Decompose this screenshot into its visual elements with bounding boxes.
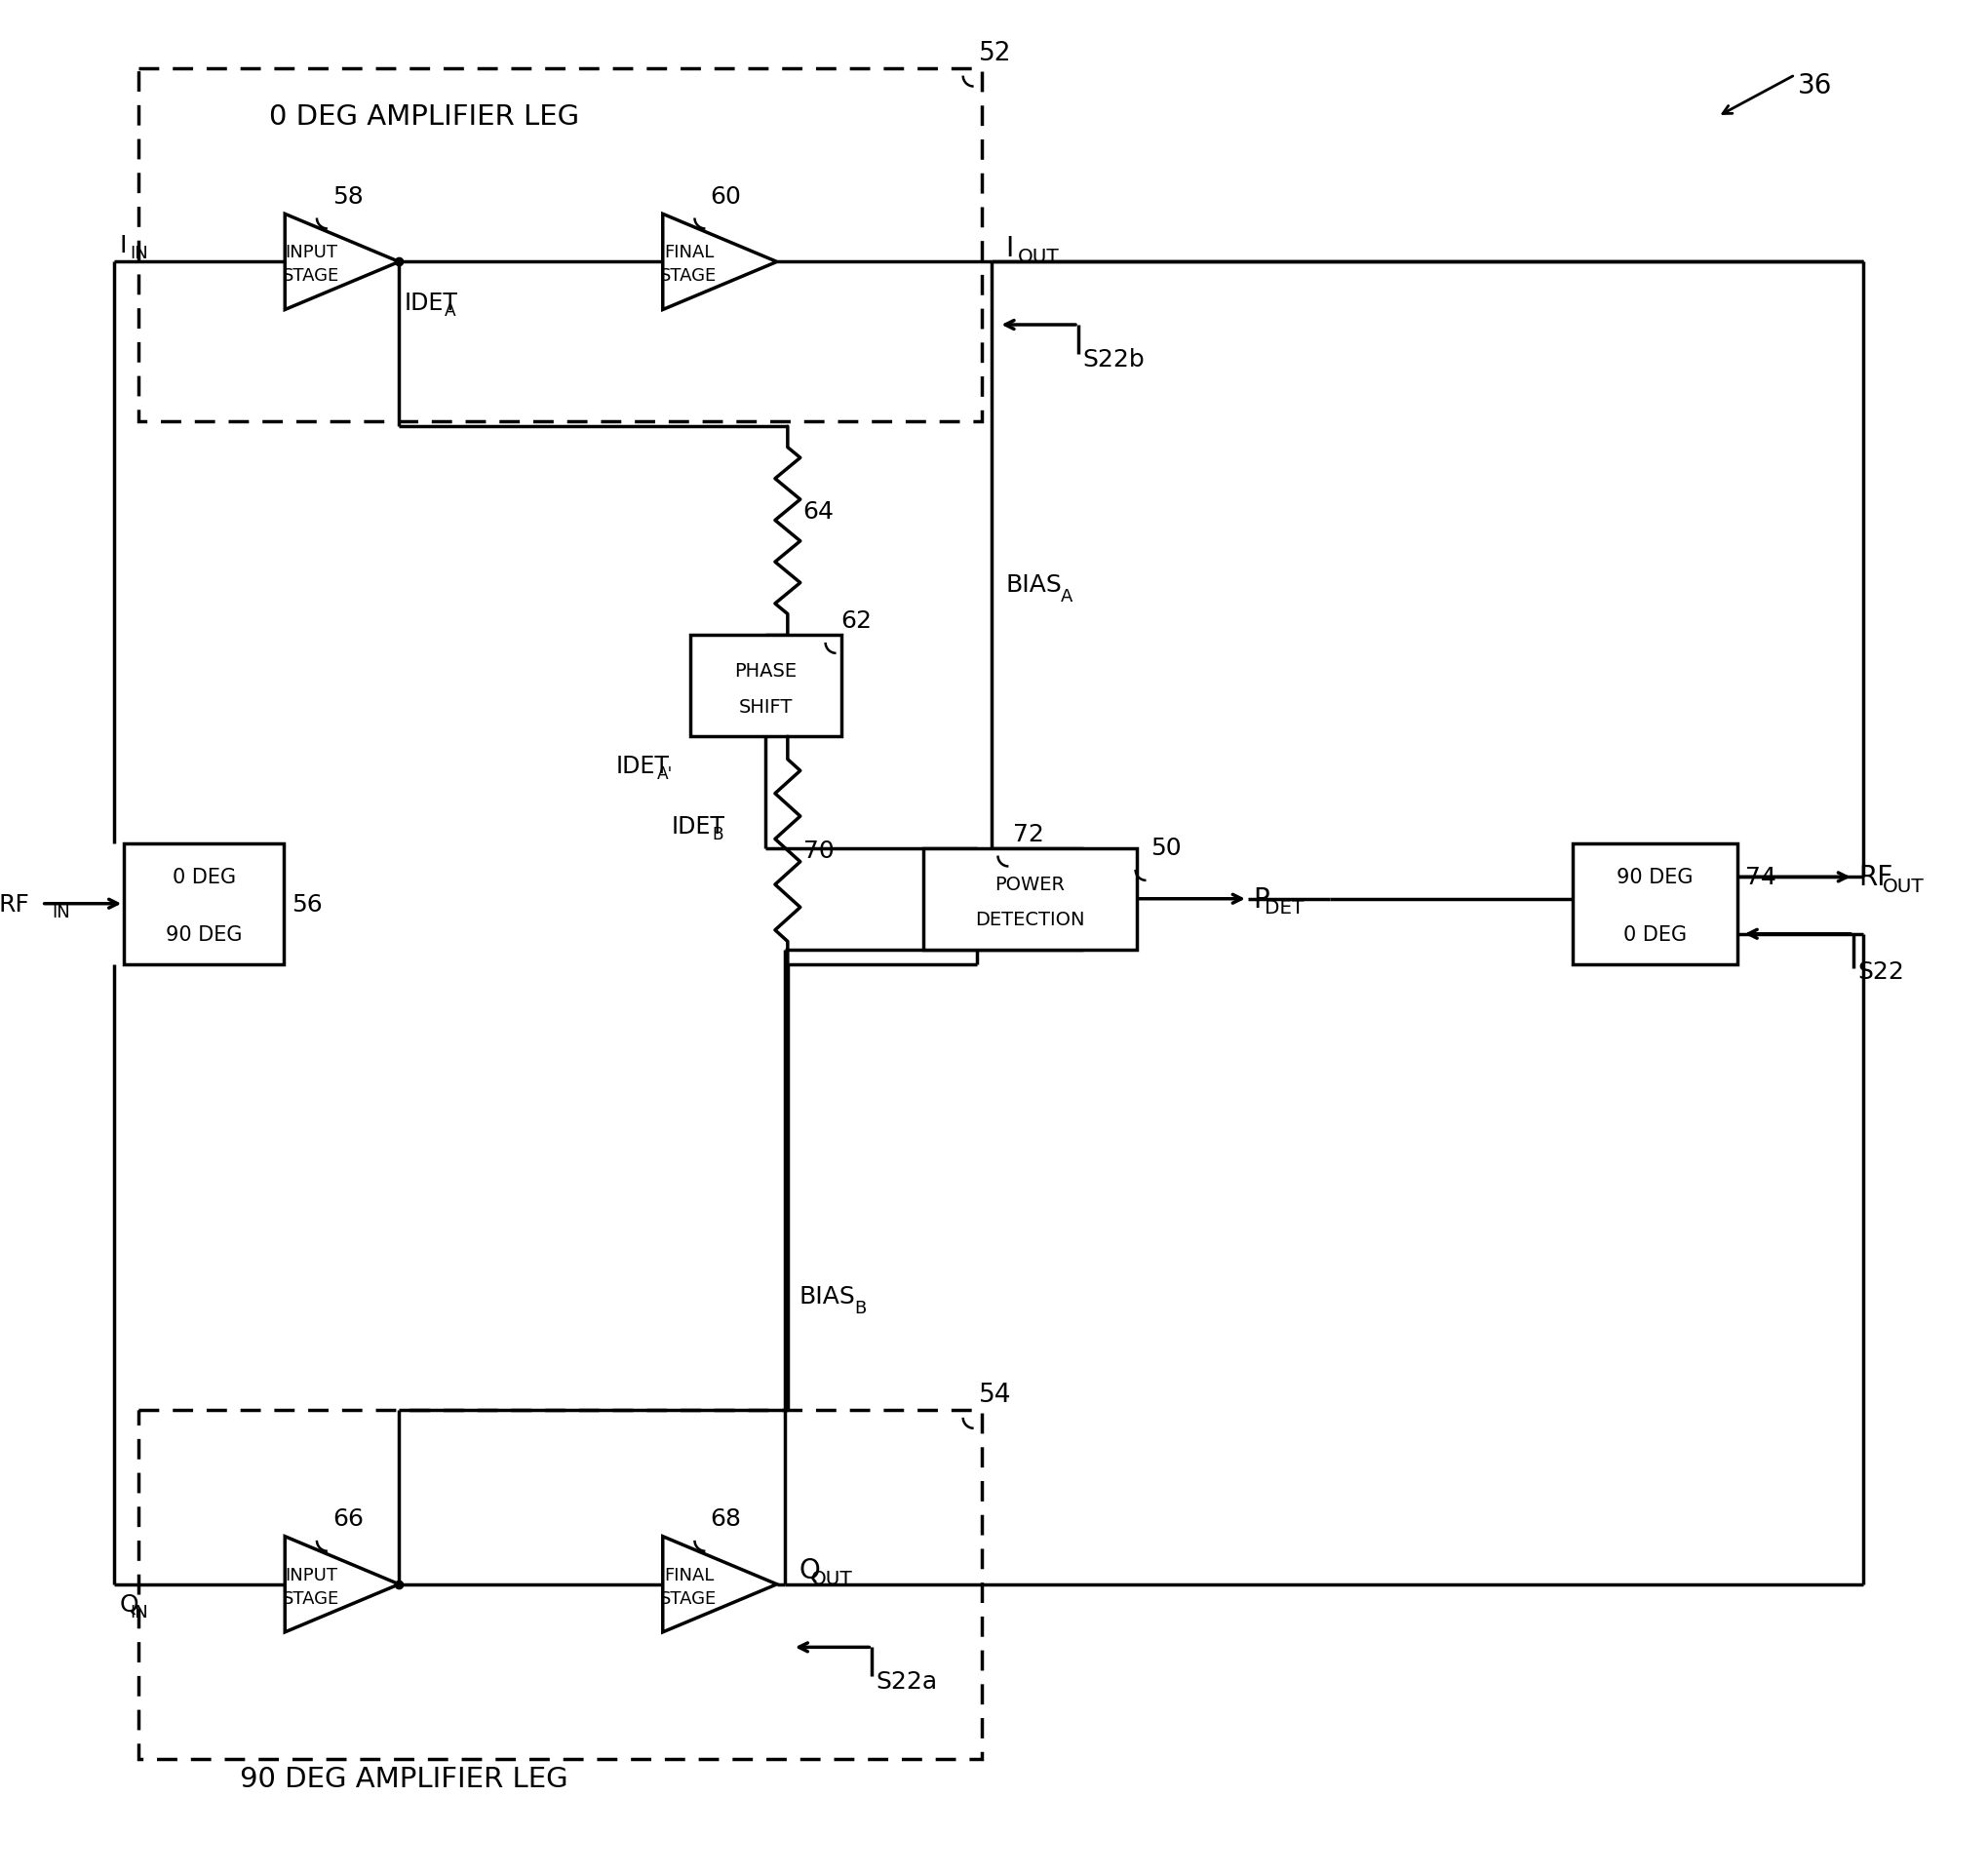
Text: 52: 52 xyxy=(978,41,1010,66)
Text: S22a: S22a xyxy=(875,1669,936,1693)
Bar xyxy=(139,1410,980,1759)
Text: STAGE: STAGE xyxy=(660,1590,718,1607)
Text: IN: IN xyxy=(129,244,149,262)
Text: DET: DET xyxy=(1264,898,1304,917)
Bar xyxy=(123,844,284,964)
Text: IN: IN xyxy=(129,1603,149,1620)
Text: B: B xyxy=(855,1299,867,1316)
Text: 54: 54 xyxy=(978,1382,1010,1406)
Text: STAGE: STAGE xyxy=(282,268,340,285)
Text: IN: IN xyxy=(52,904,70,921)
Text: RF: RF xyxy=(0,892,30,915)
Text: 0 DEG: 0 DEG xyxy=(1622,924,1686,945)
Text: INPUT: INPUT xyxy=(284,1566,338,1584)
Text: 74: 74 xyxy=(1743,866,1775,889)
Text: BIAS: BIAS xyxy=(799,1284,855,1309)
Text: 50: 50 xyxy=(1151,836,1181,859)
Text: INPUT: INPUT xyxy=(284,244,338,262)
Text: 62: 62 xyxy=(841,609,871,632)
Text: 66: 66 xyxy=(332,1506,364,1530)
Text: 90 DEG AMPLIFIER LEG: 90 DEG AMPLIFIER LEG xyxy=(241,1764,569,1792)
Text: 0 DEG: 0 DEG xyxy=(173,868,235,887)
Text: P: P xyxy=(1252,885,1268,913)
Bar xyxy=(139,69,980,422)
Text: I: I xyxy=(119,232,127,257)
Text: IDET: IDET xyxy=(672,816,726,838)
Text: OUT: OUT xyxy=(1018,248,1060,266)
Text: S22: S22 xyxy=(1857,960,1905,982)
Bar xyxy=(922,848,1135,951)
Text: IDET: IDET xyxy=(404,291,457,315)
Text: 64: 64 xyxy=(803,501,833,523)
Text: 90 DEG: 90 DEG xyxy=(165,924,243,945)
Text: 72: 72 xyxy=(1012,821,1044,846)
Text: 90 DEG: 90 DEG xyxy=(1616,868,1692,887)
Text: DETECTION: DETECTION xyxy=(974,911,1083,928)
Text: A: A xyxy=(1060,587,1072,606)
Text: RF: RF xyxy=(1857,864,1893,891)
Text: 60: 60 xyxy=(710,186,742,208)
Text: A': A' xyxy=(656,765,672,782)
Text: 36: 36 xyxy=(1797,71,1831,99)
Text: 56: 56 xyxy=(292,892,322,915)
Text: A: A xyxy=(445,302,455,319)
Text: 0 DEG AMPLIFIER LEG: 0 DEG AMPLIFIER LEG xyxy=(268,103,579,131)
Text: POWER: POWER xyxy=(994,876,1064,892)
Text: OUT: OUT xyxy=(811,1569,853,1588)
Text: SHIFT: SHIFT xyxy=(738,698,793,716)
Text: PHASE: PHASE xyxy=(734,662,797,681)
Text: OUT: OUT xyxy=(1881,878,1922,896)
Text: BIAS: BIAS xyxy=(1006,574,1062,596)
Text: STAGE: STAGE xyxy=(660,268,718,285)
Text: 68: 68 xyxy=(710,1506,742,1530)
Text: S22b: S22b xyxy=(1081,347,1143,371)
Text: STAGE: STAGE xyxy=(282,1590,340,1607)
Text: I: I xyxy=(1006,234,1014,262)
Bar xyxy=(690,636,841,737)
Text: FINAL: FINAL xyxy=(664,244,714,262)
Text: B: B xyxy=(712,825,724,842)
Bar xyxy=(1573,844,1736,964)
Text: 70: 70 xyxy=(803,840,833,862)
Text: Q: Q xyxy=(119,1592,139,1616)
Text: IDET: IDET xyxy=(616,754,670,778)
Text: 58: 58 xyxy=(332,186,364,208)
Text: Q: Q xyxy=(799,1556,821,1584)
Text: FINAL: FINAL xyxy=(664,1566,714,1584)
